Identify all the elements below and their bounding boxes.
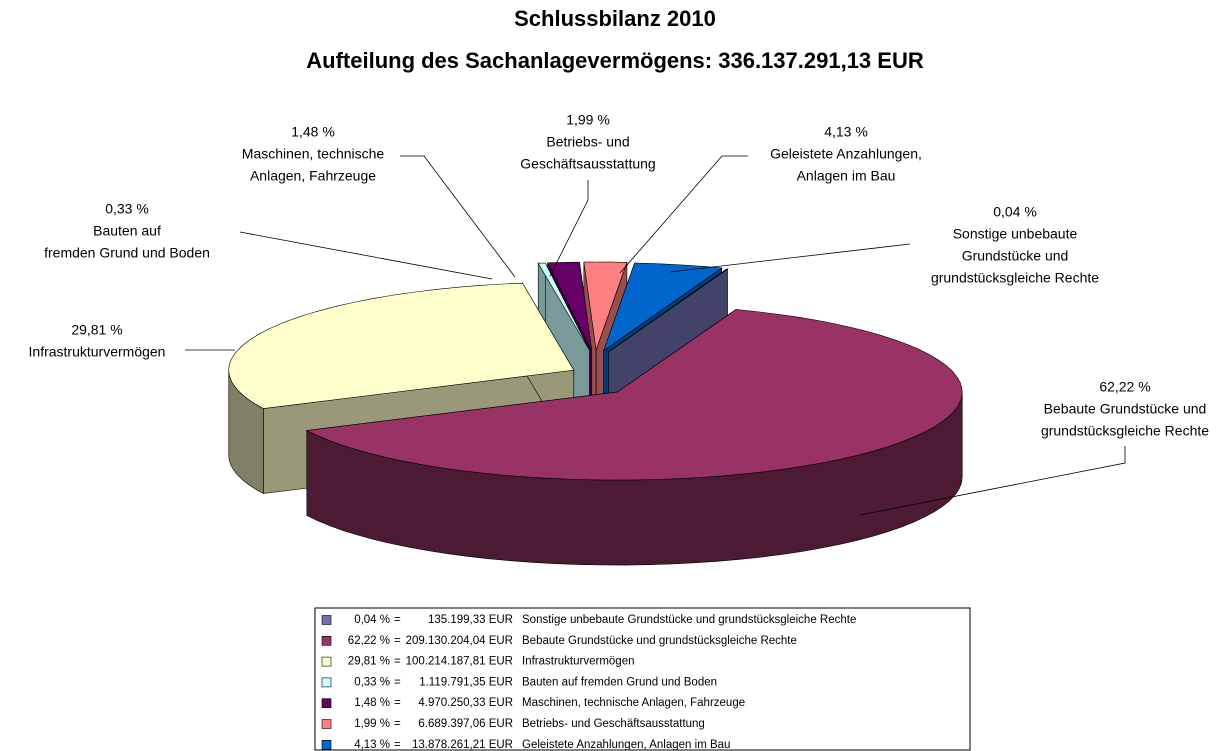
data-label-name: Infrastrukturvermögen [29,344,166,360]
data-label: 62,22 % [1099,379,1150,395]
leader-line [400,155,516,278]
legend-swatch [321,739,332,750]
slice-top [603,262,723,352]
legend-swatch [321,719,332,729]
slice-top [537,262,590,351]
data-label: 4,13 % [824,124,868,140]
data-label: 1,99 % [566,112,610,128]
data-label-name: Bebaute Grundstücke und [1044,401,1207,417]
leader-line [619,155,748,274]
legend-amount: 4.970.250,33 EUR [418,697,513,709]
data-label-name: Maschinen, technische [242,146,385,162]
legend-separator: = [394,614,401,626]
legend-separator: = [394,718,401,730]
legend-swatch [321,698,332,709]
slice-top [305,309,963,481]
legend-separator: = [394,697,401,709]
legend-amount: 1.119.791,35 EUR [419,676,513,688]
legend-percent: 62,22 % [348,635,390,647]
legend-label: Infrastrukturvermögen [522,656,635,668]
data-label: 0,33 % [105,201,149,217]
slice-top [547,261,593,351]
legend-swatch [321,677,332,688]
legend-box [314,607,971,751]
legend-label: Maschinen, technische Anlagen, Fahrzeuge [522,697,745,709]
slice-top [608,268,729,352]
data-label-name: grundstücksgleiche Rechte [1041,423,1209,439]
slice [305,308,963,566]
data-label: 0,04 % [993,204,1037,220]
legend-percent: 4,13 % [354,739,390,751]
leader-line [239,231,493,280]
data-label-name: Anlagen, Fahrzeuge [250,168,376,184]
data-label-name: Anlagen im Bau [797,168,896,184]
data-label-name: grundstücksgleiche Rechte [931,270,1099,286]
pie [228,261,963,566]
slice-top [583,261,628,351]
data-label: 1,48 % [291,124,335,140]
legend-amount: 100.214.187,81 EUR [406,656,513,668]
data-label: 29,81 % [71,322,122,338]
legend-separator: = [394,739,401,751]
leader-line [549,180,589,277]
data-label-name: Geschäftsausstattung [520,156,655,172]
legend-swatch [321,656,332,667]
legend-separator: = [394,635,401,647]
legend-percent: 1,48 % [354,697,390,709]
legend-label: Geleistete Anzahlungen, Anlagen im Bau [522,739,730,751]
data-label-name: Betriebs- und [546,134,629,150]
legend-amount: 13.878.261,21 EUR [412,739,513,751]
data-label-name: Sonstige unbebaute [953,226,1078,242]
legend-separator: = [394,656,401,668]
legend-amount: 209.130.204,04 EUR [406,635,513,647]
data-label-name: fremden Grund und Boden [44,245,210,261]
legend-label: Sonstige unbebaute Grundstücke und grund… [522,614,856,626]
legend-swatch [321,615,332,625]
chart-title: Schlussbilanz 2010 [514,6,716,31]
leader-line [669,243,911,273]
data-label-name: Grundstücke und [962,248,1069,264]
data-label-name: Bauten auf [93,223,161,239]
legend-percent: 1,99 % [354,718,390,730]
data-label-name: Geleistete Anzahlungen, [770,146,922,162]
legend-label: Bauten auf fremden Grund und Boden [522,676,717,688]
legend-amount: 135.199,33 EUR [428,614,513,626]
legend-percent: 29,81 % [348,656,390,668]
legend-label: Bebaute Grundstücke und grundstücksgleic… [522,635,797,647]
leader-line [859,446,1126,516]
legend-swatch [321,635,332,646]
legend-percent: 0,33 % [354,676,390,688]
legend-label: Betriebs- und Geschäftsausstattung [522,718,705,730]
legend-separator: = [394,676,401,688]
slice-top [228,282,575,409]
legend-percent: 0,04 % [354,614,390,626]
legend-amount: 6.689.397,06 EUR [418,718,513,730]
chart-subtitle: Aufteilung des Sachanlagevermögens: 336.… [306,48,924,73]
slice [537,262,590,437]
